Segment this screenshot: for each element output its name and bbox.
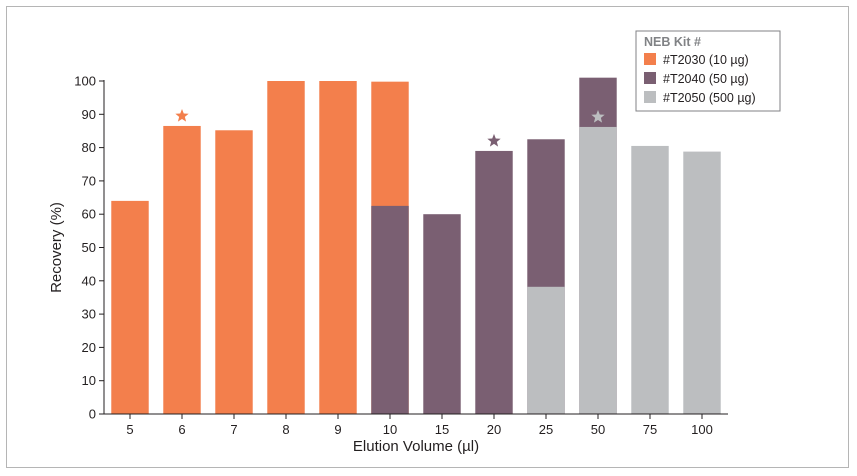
x-tick-label: 10 [383, 422, 397, 437]
x-tick-label: 20 [487, 422, 501, 437]
y-tick-label: 0 [89, 407, 96, 422]
y-tick-label: 100 [74, 74, 96, 89]
legend-swatch [644, 72, 656, 84]
x-axis-title: Elution Volume (µl) [353, 438, 479, 455]
star-icon [175, 108, 189, 122]
bar [683, 151, 721, 414]
y-tick-label: 60 [82, 207, 96, 222]
x-tick-label: 50 [591, 422, 605, 437]
legend-box [635, 30, 781, 112]
x-tick-label: 6 [178, 422, 185, 437]
x-tick-label: 7 [230, 422, 237, 437]
y-axis-title: Recovery (%) [48, 202, 65, 293]
star-icon [591, 109, 605, 123]
x-tick-label: 15 [435, 422, 449, 437]
bar [163, 125, 201, 414]
y-tick-label: 40 [82, 273, 96, 288]
y-tick-label: 20 [82, 340, 96, 355]
bar [111, 200, 149, 414]
x-tick-label: 9 [334, 422, 341, 437]
legend-label: #T2050 (500 µg) [663, 91, 756, 105]
legend-title: NEB Kit # [644, 35, 701, 49]
bar [319, 81, 357, 414]
bar [371, 205, 409, 414]
x-tick-label: 75 [643, 422, 657, 437]
bar [631, 145, 669, 414]
x-tick-label: 25 [539, 422, 553, 437]
y-tick-label: 30 [82, 307, 96, 322]
y-tick-label: 50 [82, 240, 96, 255]
bar [215, 130, 253, 414]
legend: NEB Kit # #T2030 (10 µg)#T2040 (50 µg)#T… [635, 30, 781, 112]
bar [475, 150, 513, 414]
bar [579, 126, 617, 414]
bar [267, 81, 305, 414]
bars-layer [111, 77, 721, 415]
bar [527, 286, 565, 414]
legend-label: #T2030 (10 µg) [663, 53, 749, 67]
legend-swatch [644, 53, 656, 65]
y-tick-label: 70 [82, 173, 96, 188]
legend-label: #T2040 (50 µg) [663, 72, 749, 86]
y-tick-label: 90 [82, 107, 96, 122]
y-tick-label: 10 [82, 373, 96, 388]
x-tick-label: 5 [126, 422, 133, 437]
x-tick-label: 100 [691, 422, 713, 437]
legend-items: #T2030 (10 µg) #T2040 (50 µg) #T2050 (500 … [644, 53, 756, 105]
bar [423, 214, 461, 414]
star-icon [487, 133, 501, 147]
x-tick-label: 8 [282, 422, 289, 437]
y-tick-label: 80 [82, 140, 96, 155]
legend-swatch [644, 91, 656, 103]
ticks-layer: 0 10 20 30 40 50 60 70 80 90 100 5 6 7 8 9 10 15 20 25 50 75 1… [74, 74, 713, 438]
